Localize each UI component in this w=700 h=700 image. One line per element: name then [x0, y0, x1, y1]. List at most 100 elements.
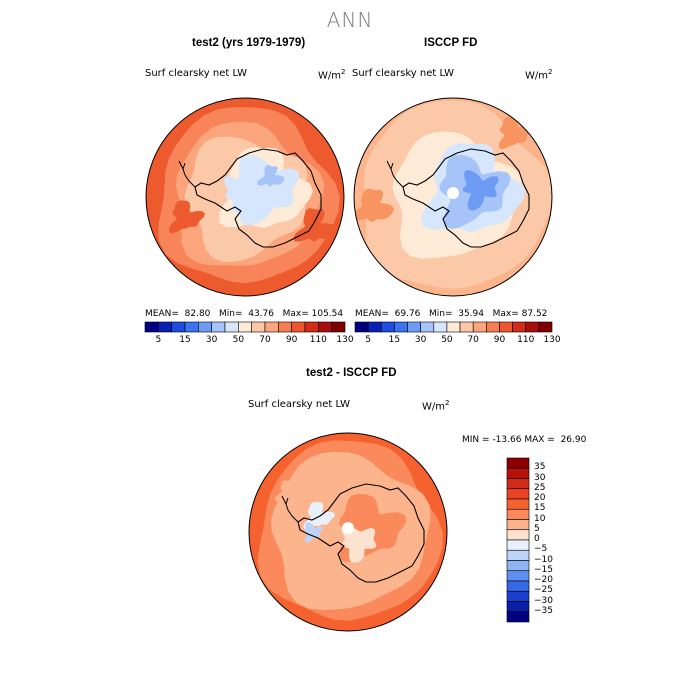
panel1-colorbar [144, 321, 346, 333]
panel1-variable: Surf clearsky net LW [145, 68, 248, 79]
colorbar-tick-label: 0 [534, 534, 540, 544]
colorbar-swatch [506, 519, 530, 531]
colorbar-tick-label: 5 [365, 335, 371, 345]
colorbar-swatch [278, 321, 292, 333]
panel3-title: test2 - ISCCP FD [306, 367, 397, 379]
colorbar-tick-label: 70 [467, 335, 479, 345]
colorbar-swatch [506, 601, 530, 613]
colorbar-tick-label: 20 [534, 493, 546, 503]
colorbar-tick-label: 30 [534, 472, 546, 483]
colorbar-swatch [499, 321, 513, 333]
panel1-map [145, 97, 345, 297]
colorbar-tick-label: 10 [534, 513, 546, 524]
colorbar-swatch [354, 321, 369, 333]
colorbar-swatch [525, 321, 540, 333]
panel2-max: 87.52 [521, 309, 548, 319]
map-field-contour [498, 116, 532, 150]
map-coastline [194, 148, 322, 248]
colorbar-tick-label: 30 [205, 335, 218, 345]
panel3-max: 26.90 [560, 435, 587, 445]
panel2-title: ISCCP FD [424, 37, 478, 49]
colorbar-tick-label: 25 [534, 482, 546, 493]
panel1-units: W/m2 [318, 68, 346, 82]
map-coastline [281, 495, 299, 523]
panel1-mean: 82.80 [184, 309, 211, 319]
colorbar-swatch [264, 321, 279, 333]
colorbar-tick-label: 15 [179, 335, 191, 345]
map-field-contour [274, 480, 302, 502]
map-field-contour [341, 524, 377, 563]
colorbar-swatch [512, 321, 527, 333]
colorbar-swatch [158, 321, 172, 333]
colorbar-tick-label: 15 [534, 503, 546, 514]
colorbar-swatch [506, 580, 530, 592]
colorbar-tick-label: 50 [232, 335, 245, 345]
colorbar-swatch [144, 321, 159, 333]
colorbar-swatch [367, 321, 382, 333]
colorbar-tick-label: 50 [441, 335, 453, 345]
colorbar-swatch [420, 321, 435, 333]
colorbar-tick-label: 130 [336, 335, 354, 345]
colorbar-swatch [211, 321, 226, 333]
colorbar-swatch [238, 321, 252, 333]
colorbar-tick-label: −30 [534, 595, 553, 606]
colorbar-swatch [380, 321, 395, 333]
panel2-variable: Surf clearsky net LW [352, 68, 455, 79]
colorbar-tick-label: 70 [259, 335, 271, 345]
map-coastline [178, 160, 196, 188]
panel3-stats: MIN = -13.66 MAX = 26.90 [462, 435, 587, 445]
colorbar-swatch [506, 539, 530, 551]
panel2-mean: 69.76 [394, 309, 421, 319]
colorbar-swatch [318, 321, 332, 333]
map-pole-hole [342, 522, 354, 534]
panel3-units: W/m2 [422, 399, 450, 413]
colorbar-swatch [446, 321, 461, 333]
colorbar-swatch [506, 488, 530, 500]
colorbar-swatch [459, 321, 474, 333]
colorbar-swatch [394, 321, 408, 333]
map-field-contour [169, 200, 205, 234]
colorbar-tick-label: 35 [534, 462, 546, 473]
panel2-min: 35.94 [458, 309, 484, 319]
colorbar-tick-label: −10 [534, 554, 553, 565]
colorbar-swatch [171, 321, 186, 333]
map-field-contour [257, 165, 285, 187]
colorbar-swatch [506, 467, 530, 479]
colorbar-swatch [506, 570, 530, 582]
colorbar-swatch [304, 321, 319, 333]
panel2-colorbar [354, 321, 553, 333]
colorbar-swatch [506, 457, 530, 469]
colorbar-swatch [291, 321, 306, 333]
colorbar-swatch [506, 498, 530, 510]
panel3-variable: Surf clearsky net LW [248, 399, 351, 410]
colorbar-tick-label: 5 [534, 523, 540, 534]
map-field-contour [223, 176, 260, 214]
panel2-map [353, 97, 553, 297]
colorbar-swatch [407, 321, 421, 333]
panel2-units: W/m2 [525, 68, 553, 82]
panel1-title: test2 (yrs 1979-1979) [192, 37, 306, 49]
map-boundary [353, 97, 553, 297]
colorbar-swatch [506, 549, 530, 561]
colorbar-swatch [506, 590, 530, 602]
panel2-stats: MEAN= 69.76 Min= 35.94 Max= 87.52 [355, 309, 548, 319]
colorbar-tick-label: 15 [388, 335, 401, 345]
colorbar-tick-label: 5 [155, 335, 162, 345]
map-field-contour [232, 155, 300, 226]
map-coastline [297, 483, 425, 583]
map-boundary [248, 432, 448, 632]
map-field-contour [304, 522, 323, 543]
map-coastline [386, 160, 404, 188]
colorbar-swatch [433, 321, 448, 333]
map-field-contour [303, 502, 335, 530]
colorbar-tick-label: 130 [543, 335, 561, 345]
panel3-map [248, 432, 448, 632]
colorbar-tick-label: −5 [534, 544, 548, 555]
colorbar-tick-label: −15 [534, 564, 553, 575]
panel1-stats: MEAN= 82.80 Min= 43.76 Max= 105.54 [145, 309, 344, 319]
map-field-contour [354, 188, 394, 222]
panel3-min: -13.66 [492, 435, 522, 445]
colorbar-swatch [224, 321, 239, 333]
colorbar-swatch [506, 529, 530, 541]
map-pole-hole [447, 187, 459, 199]
